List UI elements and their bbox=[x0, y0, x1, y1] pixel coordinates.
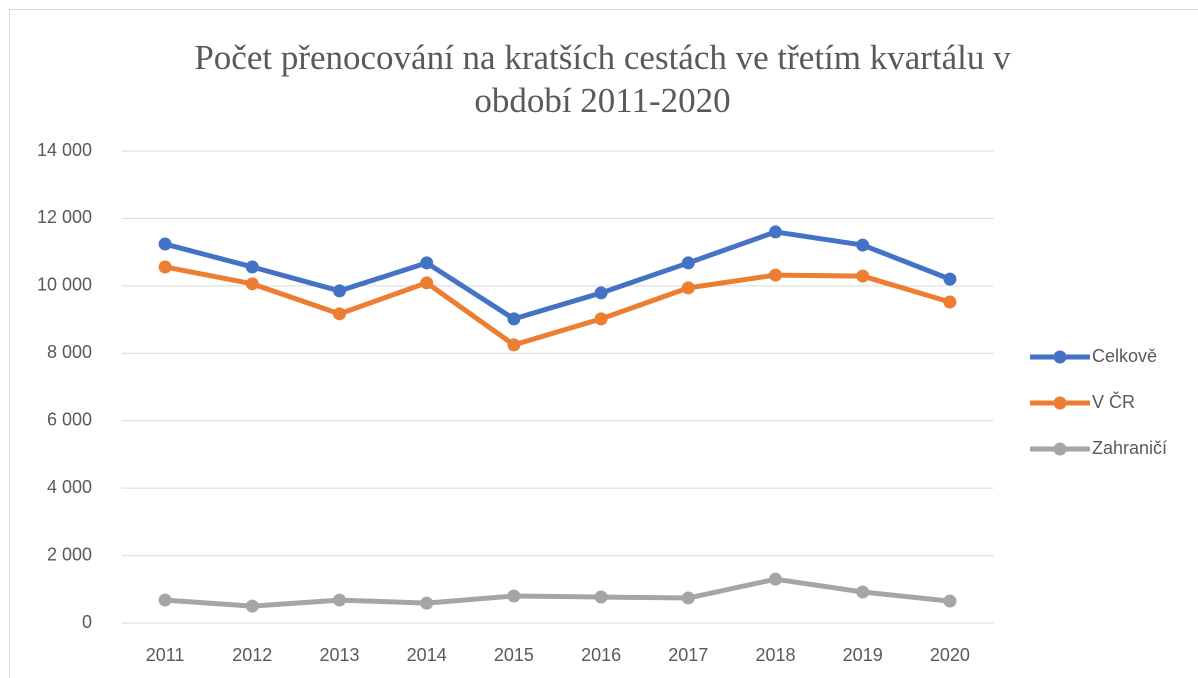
data-point bbox=[594, 286, 608, 300]
x-tick-label: 2015 bbox=[494, 645, 534, 665]
x-tick-label: 2012 bbox=[232, 645, 272, 665]
x-tick-label: 2013 bbox=[319, 645, 359, 665]
data-point bbox=[769, 225, 782, 239]
data-point bbox=[856, 269, 870, 283]
y-tick-label: 4 000 bbox=[47, 477, 92, 497]
y-tick-label: 12 000 bbox=[37, 207, 92, 227]
data-point bbox=[769, 268, 782, 282]
data-point bbox=[507, 338, 521, 352]
data-point bbox=[594, 590, 608, 604]
data-point bbox=[158, 593, 172, 607]
data-point bbox=[420, 596, 434, 610]
y-tick-label: 14 000 bbox=[37, 140, 92, 160]
y-tick-label: 6 000 bbox=[47, 409, 92, 429]
series-line bbox=[164, 229, 951, 322]
x-tick-label: 2019 bbox=[843, 645, 883, 665]
data-point bbox=[333, 284, 346, 298]
data-point bbox=[333, 593, 346, 607]
data-point bbox=[420, 276, 434, 290]
x-tick-label: 2011 bbox=[146, 645, 185, 665]
chart-title: Počet přenocování na kratších cestách ve… bbox=[194, 38, 1011, 120]
data-point bbox=[856, 585, 870, 599]
data-point bbox=[420, 256, 434, 270]
legend-label: V ČR bbox=[1092, 391, 1135, 412]
data-point bbox=[943, 272, 957, 286]
x-tick-label: 2016 bbox=[581, 645, 621, 665]
data-point bbox=[333, 307, 346, 321]
legend-label: Zahraničí bbox=[1092, 438, 1167, 458]
y-tick-label: 10 000 bbox=[37, 275, 92, 295]
y-tick-label: 2 000 bbox=[47, 544, 92, 564]
data-point bbox=[769, 572, 782, 586]
chart-border bbox=[9, 9, 1198, 678]
legend-marker bbox=[1053, 350, 1067, 364]
series-line bbox=[164, 576, 951, 609]
x-tick-label: 2014 bbox=[407, 645, 447, 665]
data-point bbox=[507, 589, 521, 603]
data-point bbox=[158, 260, 172, 274]
data-point bbox=[158, 237, 172, 251]
data-point bbox=[681, 256, 695, 270]
data-point bbox=[245, 599, 259, 613]
x-tick-label: 2017 bbox=[668, 645, 708, 665]
x-tick-label: 2018 bbox=[755, 645, 795, 665]
legend-marker bbox=[1053, 396, 1067, 410]
data-point bbox=[943, 594, 957, 608]
data-point bbox=[943, 295, 957, 309]
legend-marker bbox=[1053, 442, 1067, 456]
legend-label: Celkově bbox=[1092, 346, 1157, 366]
y-tick-label: 8 000 bbox=[47, 342, 92, 362]
data-point bbox=[856, 238, 870, 252]
x-tick-label: 2020 bbox=[930, 645, 970, 665]
data-point bbox=[245, 260, 259, 274]
data-point bbox=[594, 312, 608, 326]
data-point bbox=[681, 281, 695, 295]
data-point bbox=[681, 591, 695, 605]
data-point bbox=[507, 312, 521, 326]
series-line bbox=[164, 264, 951, 348]
y-tick-label: 0 bbox=[82, 612, 92, 632]
data-point bbox=[245, 277, 259, 291]
